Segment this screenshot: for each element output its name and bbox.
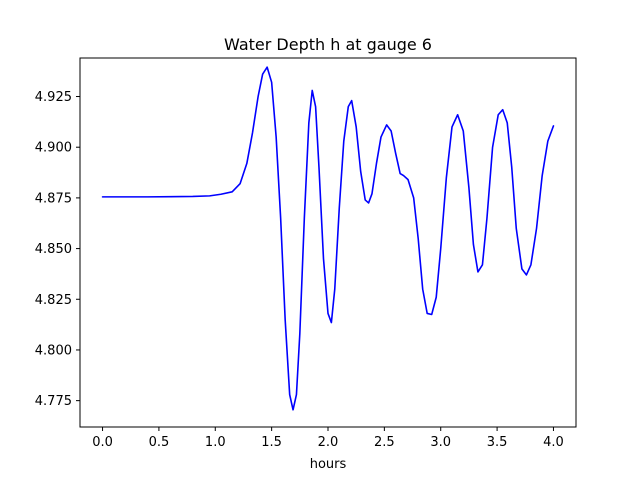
x-tick-label: 1.0 [205,435,226,450]
x-tick-label: 0.5 [149,435,170,450]
x-tick-label: 0.0 [92,435,113,450]
x-axis-label: hours [310,457,347,472]
x-tick-label: 3.5 [487,435,508,450]
x-tick-label: 2.5 [374,435,395,450]
y-tick-label: 4.800 [35,343,72,358]
y-tick-label: 4.925 [35,90,72,105]
y-tick-label: 4.875 [35,191,72,206]
x-tick-label: 1.5 [261,435,282,450]
x-tick-label: 4.0 [543,435,564,450]
y-tick-label: 4.900 [35,141,72,156]
y-axis: 4.775 4.800 4.825 4.850 4.875 4.900 4.925 [35,90,80,409]
y-tick-label: 4.850 [35,242,72,257]
x-axis: 0.0 0.5 1.0 1.5 2.0 2.5 3.0 3.5 4.0 [92,427,564,450]
x-tick-label: 3.0 [430,435,451,450]
chart-title: Water Depth h at gauge 6 [224,35,432,54]
y-tick-label: 4.775 [35,394,72,409]
plot-area [101,66,555,411]
series-line-0 [101,66,555,411]
x-tick-label: 2.0 [318,435,339,450]
y-tick-label: 4.825 [35,293,72,308]
